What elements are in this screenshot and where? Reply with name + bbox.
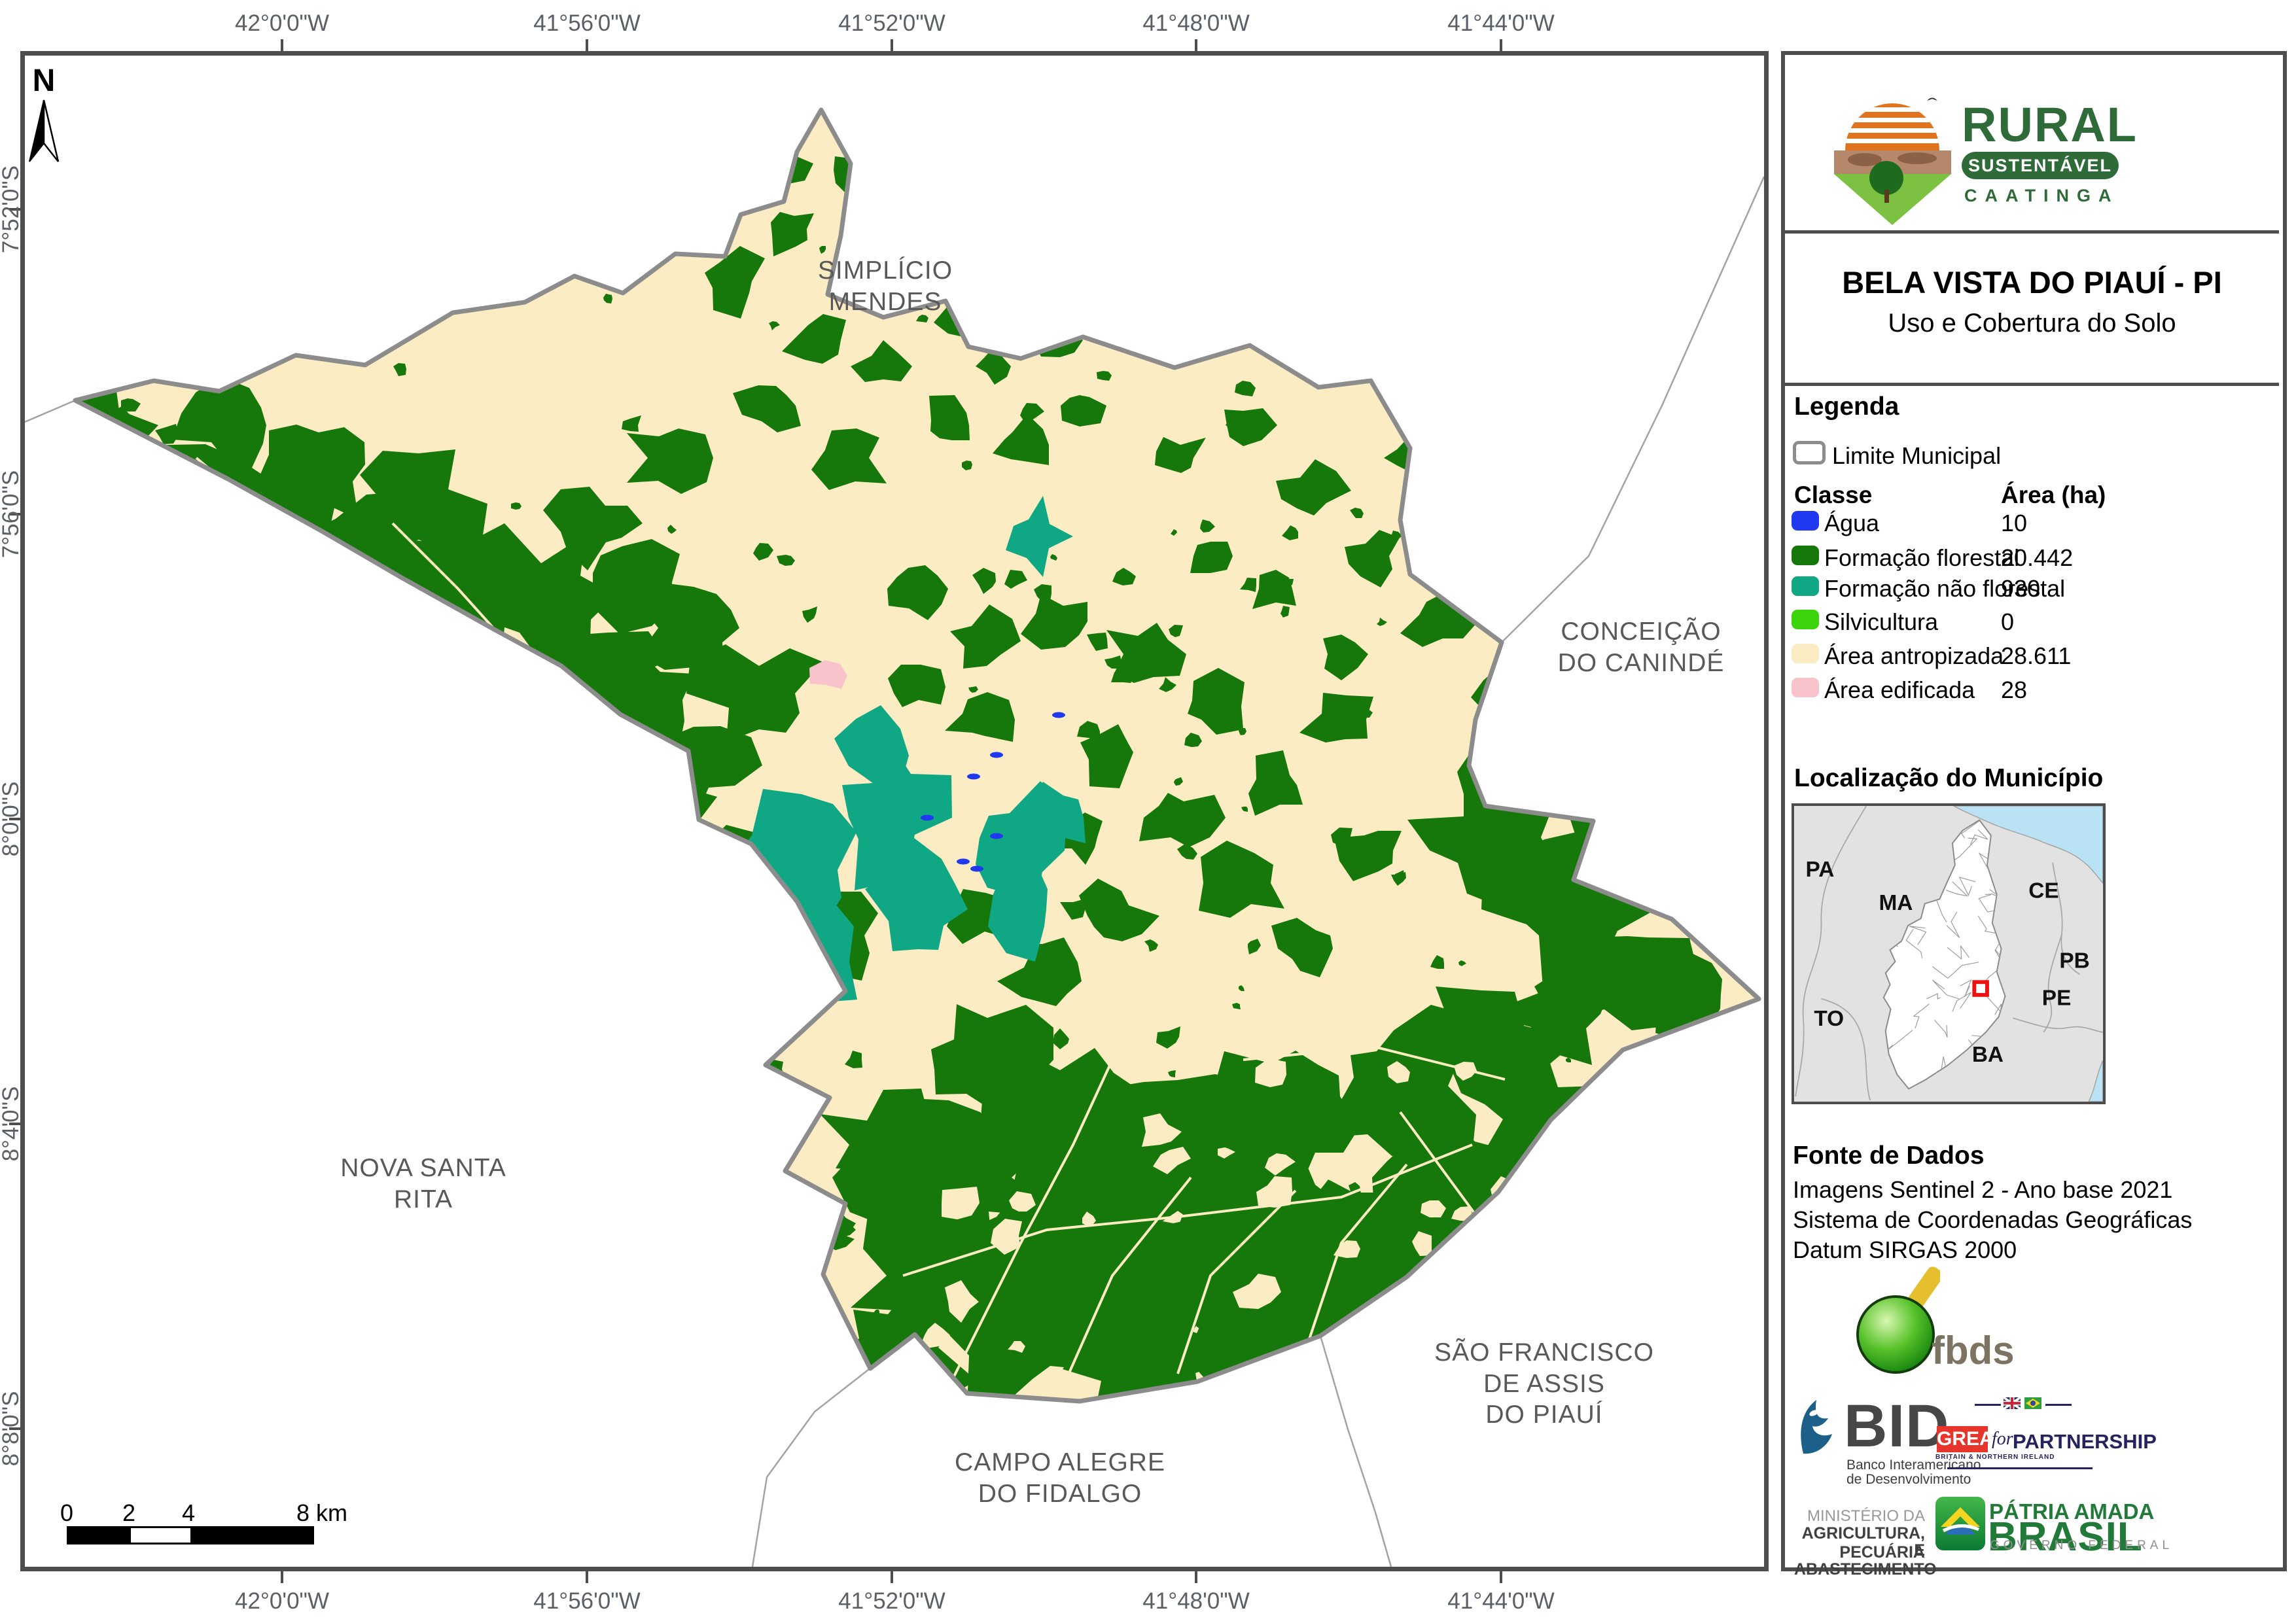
state-label-to: TO [1814,1007,1844,1031]
page-subtitle: Uso e Cobertura do Solo [1888,309,2176,338]
legend-label-agua: Água [1824,510,1880,536]
patria-amada-text: PÁTRIA AMADA [1989,1499,2155,1524]
axis-left-2: 8°0'0"S [0,781,24,857]
legend-col-area: Área (ha) [2001,481,2106,508]
fonte-line-2: Sistema de Coordenadas Geográficas [1793,1206,2193,1233]
state-label-ba: BA [1972,1043,2004,1067]
legend-label-florestal: Formação florestal [1824,544,2020,571]
great-logo: GREAT [1937,1426,2004,1452]
brasil-text: BRASIL [1988,1514,2143,1560]
legend-value-edificada: 28 [2001,676,2028,703]
legend-value-nao-florestal: 930 [2001,575,2041,602]
bid-logo-text: BID [1844,1393,1950,1459]
axis-bottom-2: 41°52'0"W [838,1588,945,1614]
axis-top-1: 41°56'0"W [533,10,641,36]
label-campo-alegre-do-fidalgo: CAMPO ALEGRE DO FIDALGO [955,1448,1165,1508]
fonte-line-1: Imagens Sentinel 2 - Ano base 2021 [1793,1176,2173,1203]
legend-col-classe: Classe [1794,481,1873,508]
fonte-line-3: Datum SIRGAS 2000 [1793,1236,2017,1263]
state-label-pb: PB [2059,949,2089,973]
label-sao-francisco-de-assis: SÃO FRANCISCO DE ASSIS DO PIAUÍ [1434,1338,1654,1429]
great-sub: BRITAIN & NORTHERN IRELAND [1935,1454,2055,1461]
ocean [1952,806,2103,884]
location-inset-map: PA MA TO CE PB PE BA [1792,803,2106,1104]
scale-bar [67,1526,314,1544]
tree-icon [1869,161,1903,195]
municipality-marker [1972,980,1989,997]
fbds-logo-text: fbds [1932,1329,2015,1372]
great-partnership: PARTNERSHIP [2013,1430,2157,1453]
logo-caatinga: CAATINGA [1964,186,2119,205]
neighbor-boundary-lines [25,176,1764,1567]
limite-municipal-swatch [1793,441,1826,464]
state-labels: PA MA TO CE PB PE BA [1806,858,2090,1067]
state-label-ma: MA [1879,891,1913,915]
scale-0: 0 [60,1499,74,1526]
north-label: N [33,63,56,98]
axis-left-0: 7°52'0"S [0,165,24,254]
axis-top-2: 41°52'0"W [838,10,945,36]
localizacao-heading: Localização do Município [1794,764,2104,792]
legend-value-agua: 10 [2001,510,2028,536]
north-arrow: N [29,63,60,162]
label-simplicio-mendes: SIMPLÍCIO MENDES [817,256,953,316]
scale-2: 2 [122,1499,136,1526]
legend-label-silvicultura: Silvicultura [1824,608,1939,635]
bid-sub-2: de Desenvolvimento [1846,1472,1971,1487]
axis-bottom-4: 41°44'0"W [1447,1588,1555,1614]
bid-logo-icon [1801,1400,1832,1454]
ministerio-line-3: E ABASTECIMENTO [1794,1541,1937,1579]
municipal-boundary [73,107,1761,1404]
scale-4: 4 [181,1499,196,1526]
axis-top-4: 41°44'0"W [1447,10,1555,36]
map-canvas [25,107,1764,1567]
brasil-flag-emblem [1935,1497,1985,1550]
ministerio-line-1: MINISTÉRIO DA [1807,1507,1925,1525]
state-label-pe: PE [2042,986,2072,1011]
axis-top-0: 42°0'0"W [235,10,329,36]
legend-value-silvicultura: 0 [2001,608,2015,635]
legend-label-edificada: Área edificada [1824,676,1975,703]
urban-area-patch [809,660,847,689]
axis-left-3: 8°4'0"S [0,1086,24,1162]
state-borders [1795,806,2103,1101]
bird-icon [1927,97,1937,101]
label-conceicao-do-caninde: CONCEIÇÃO DO CANINDÉ [1557,618,1725,677]
axis-left-1: 7°56'0"S [0,470,24,559]
state-label-ce: CE [2028,879,2058,903]
piaui-state [1882,819,2006,1090]
rural-sustentavel-emblem [1834,97,1951,225]
fonte-heading: Fonte de Dados [1793,1142,1985,1170]
great-for: for [1992,1429,2013,1449]
logo-sustentavel: SUSTENTÁVEL [1962,152,2119,179]
axis-top-3: 41°48'0"W [1142,10,1250,36]
brazil-flag-icon [2024,1397,2041,1409]
scale-8km: 8 km [296,1499,347,1526]
fbds-logo-icon [1856,1266,1940,1374]
logo-rural: RURAL [1962,97,2138,152]
governo-federal-text: GOVERNO FEDERAL [1990,1539,2174,1552]
legend-value-florestal: 20.442 [2001,544,2074,571]
axis-left-4: 8°8'0"S [0,1391,24,1467]
state-label-pa: PA [1806,858,1835,882]
uk-flag-icon [2004,1397,2021,1409]
axis-bottom-1: 41°56'0"W [533,1588,641,1614]
limite-municipal-label: Limite Municipal [1832,442,2002,469]
legend-label-antropizada: Área antropizada [1824,642,2004,669]
label-nova-santa-rita: NOVA SANTA RITA [340,1154,506,1213]
page-title: BELA VISTA DO PIAUÍ - PI [1842,265,2222,300]
legend-value-antropizada: 28.611 [2001,642,2072,669]
water-dots [721,223,1065,872]
axis-bottom-0: 42°0'0"W [235,1588,329,1614]
axis-bottom-3: 41°48'0"W [1142,1588,1250,1614]
legend-label-nao-florestal: Formação não florestal [1824,575,2066,602]
ministerio-line-2: AGRICULTURA, PECUÁRIA [1801,1524,1925,1562]
legend-heading: Legenda [1794,393,1899,421]
